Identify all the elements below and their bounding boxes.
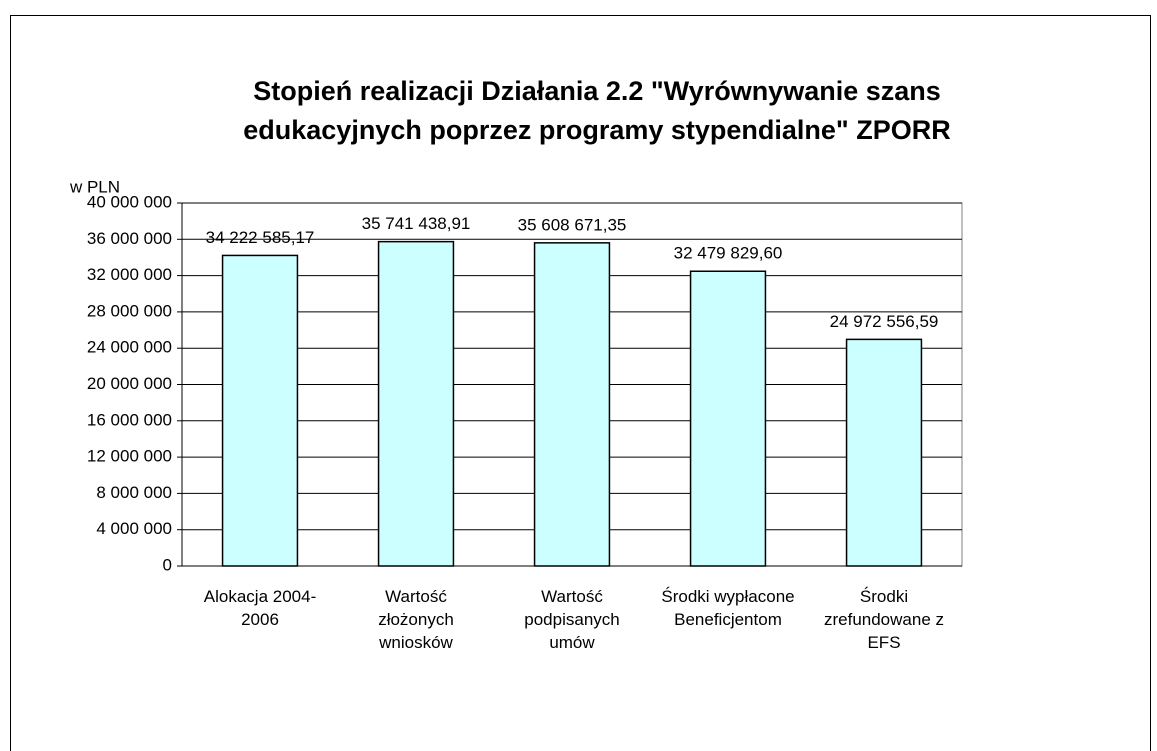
y-tick-label: 8 000 000 — [96, 483, 172, 502]
x-tick-label: Środki zrefundowane z EFS — [823, 587, 945, 652]
chart-title: Stopień realizacji Działania 2.2 "Wyrówn… — [243, 76, 951, 145]
border — [10, 15, 1151, 751]
value-label: 35 741 438,91 — [362, 214, 471, 233]
y-tick-label: 28 000 000 — [87, 301, 172, 320]
y-tick-label: 40 000 000 — [87, 192, 172, 211]
value-label: 32 479 829,60 — [674, 244, 783, 263]
x-tick-label: Wartość podpisanych umów — [524, 587, 620, 652]
y-tick-label: 16 000 000 — [87, 410, 172, 429]
y-tick-label: 12 000 000 — [87, 447, 172, 466]
bar — [533, 242, 611, 567]
x-tick-label: Środki wypłacone Beneficjentom — [661, 587, 795, 629]
x-tick-label: Wartość złożonych wniosków — [378, 587, 454, 652]
y-axis-label: w PLN — [69, 177, 120, 196]
bar — [689, 270, 767, 567]
bar — [845, 338, 923, 567]
y-tick-label: 24 000 000 — [87, 338, 172, 357]
y-tick-label: 4 000 000 — [96, 519, 172, 538]
y-tick-label: 20 000 000 — [87, 374, 172, 393]
bar — [377, 240, 455, 567]
value-label: 24 972 556,59 — [830, 312, 939, 331]
x-tick-label: Alokacja 2004-2006 — [203, 587, 317, 629]
value-label: 34 222 585,17 — [206, 228, 315, 247]
bar — [221, 254, 299, 567]
value-label: 35 608 671,35 — [518, 215, 627, 234]
y-tick-label: 0 — [163, 555, 172, 574]
y-tick-label: 36 000 000 — [87, 229, 172, 248]
y-tick-label: 32 000 000 — [87, 265, 172, 284]
